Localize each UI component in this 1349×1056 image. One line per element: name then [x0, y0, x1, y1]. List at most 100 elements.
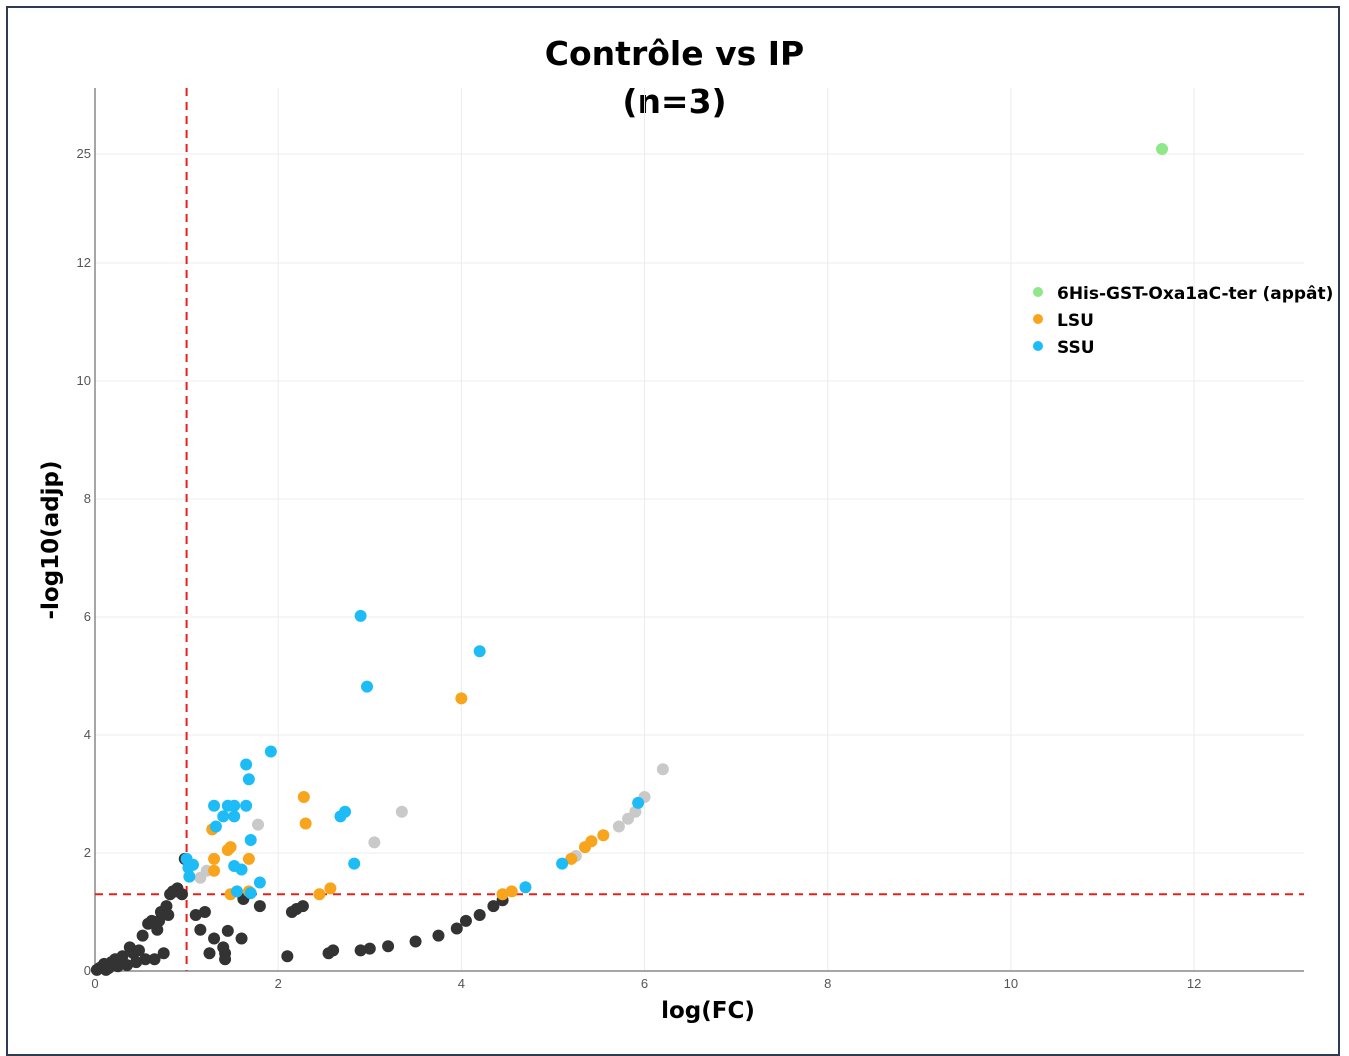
y-tick-label: 25	[77, 146, 91, 161]
y-tick-label: 2	[84, 845, 91, 860]
y-tick-label: 4	[84, 727, 91, 742]
legend-label: 6His-GST-Oxa1aC-ter (appât)	[1057, 284, 1333, 304]
chart-title-line2: (n=3)	[622, 82, 727, 121]
legend-marker	[1033, 287, 1043, 297]
data-point	[252, 818, 265, 831]
data-point	[395, 805, 408, 818]
data-point	[228, 810, 241, 823]
data-point	[348, 857, 361, 870]
data-point	[176, 888, 189, 901]
data-point	[242, 773, 255, 786]
data-point	[597, 829, 610, 842]
data-point	[585, 835, 598, 848]
data-point	[459, 914, 472, 927]
data-point	[299, 817, 312, 830]
data-point	[244, 834, 257, 847]
y-tick-label: 12	[77, 255, 91, 270]
data-point	[327, 944, 340, 957]
data-point	[473, 645, 486, 658]
data-point	[198, 906, 211, 918]
data-point	[235, 932, 248, 945]
data-point	[382, 940, 395, 953]
grid-lines	[95, 88, 1304, 971]
data-point	[487, 900, 500, 913]
data-point	[194, 923, 207, 936]
data-point	[121, 959, 134, 972]
data-point	[632, 796, 645, 809]
data-point	[253, 900, 266, 913]
data-point	[217, 810, 230, 823]
x-tick-label: 10	[1004, 976, 1018, 991]
data-point	[361, 680, 374, 693]
data-point	[228, 799, 241, 812]
data-point	[432, 929, 445, 942]
data-points	[90, 142, 1169, 976]
data-point	[242, 852, 255, 865]
data-point	[455, 692, 468, 705]
data-point	[240, 758, 253, 771]
chart-title: Contrôle vs IP (n=3)	[0, 30, 1349, 126]
x-axis-title: log(FC)	[661, 998, 755, 1024]
data-point	[182, 861, 195, 874]
data-point	[224, 841, 237, 854]
data-point	[189, 908, 202, 921]
data-point	[132, 944, 145, 957]
data-point	[139, 953, 152, 966]
axes	[94, 88, 1304, 972]
data-point	[116, 950, 129, 963]
data-point	[1156, 142, 1169, 155]
x-tick-label: 8	[824, 976, 831, 991]
data-point	[505, 885, 518, 898]
x-tick-label: 2	[275, 976, 282, 991]
data-point	[519, 881, 532, 894]
data-point	[111, 960, 124, 973]
legend: 6His-GST-Oxa1aC-ter (appât) LSU SSU	[1033, 284, 1333, 358]
data-point	[354, 609, 367, 622]
data-point	[208, 799, 221, 812]
y-tick-labels: 0 2 4 6 8 10 12 25	[77, 146, 91, 978]
data-point	[264, 745, 277, 758]
data-point	[409, 935, 422, 948]
data-point	[244, 887, 257, 900]
threshold-lines	[95, 88, 1304, 971]
x-tick-label: 12	[1187, 976, 1201, 991]
data-point	[296, 900, 309, 913]
y-tick-label: 10	[77, 373, 91, 388]
data-point	[162, 908, 175, 921]
data-point	[612, 820, 625, 833]
data-point	[450, 922, 463, 935]
data-point	[183, 870, 196, 883]
data-point	[354, 944, 367, 957]
data-point	[130, 956, 143, 969]
x-tick-labels: 0 2 4 6 8 10 12	[91, 976, 1201, 991]
y-tick-label: 8	[84, 491, 91, 506]
data-point	[556, 857, 569, 870]
data-point	[157, 947, 170, 960]
data-point	[297, 790, 310, 803]
data-point	[656, 763, 669, 776]
data-point	[230, 885, 243, 898]
data-point	[253, 876, 266, 889]
data-point	[363, 942, 376, 955]
data-point	[368, 836, 381, 849]
legend-marker	[1033, 314, 1043, 324]
data-point	[209, 820, 222, 833]
data-point	[148, 953, 161, 966]
y-axis-title: -log10(adjp)	[38, 460, 64, 619]
data-point	[208, 852, 221, 865]
data-point	[235, 863, 248, 876]
legend-marker	[1033, 341, 1043, 351]
data-point	[473, 908, 486, 921]
x-tick-label: 0	[91, 976, 98, 991]
data-point	[221, 924, 234, 937]
data-point	[136, 929, 149, 942]
y-tick-label: 6	[84, 609, 91, 624]
x-tick-label: 6	[641, 976, 648, 991]
data-point	[219, 953, 232, 966]
data-point	[281, 950, 294, 963]
data-point	[496, 888, 509, 901]
legend-label: SSU	[1057, 338, 1095, 358]
legend-label: LSU	[1057, 311, 1094, 331]
data-point	[208, 932, 221, 945]
